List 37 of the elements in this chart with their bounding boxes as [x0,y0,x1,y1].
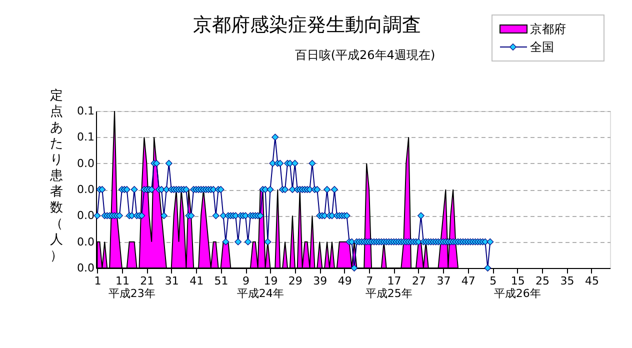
x-tick-label: 45 [584,274,599,288]
legend-label: 全国 [530,40,554,54]
chart-title: 京都府感染症発生動向調査 [193,14,421,36]
y-tick-label: 0.1 [77,130,94,144]
x-tick-label: 47 [461,274,476,288]
x-tick-label: 7 [366,274,374,288]
x-tick-label: 35 [560,274,574,288]
y-tick-label: 0.0 [77,262,94,274]
y-tick-label: 0.0 [77,209,94,222]
x-tick-label: 37 [436,274,451,288]
x-tick-label: 39 [313,274,328,288]
x-tick-label: 21 [140,274,154,288]
x-tick-label: 29 [288,274,302,288]
text: 定点あたり患者数（人） [50,88,63,264]
x-tick-label: 51 [214,274,228,288]
text: 平成23年 [108,287,156,300]
y-tick-label: 0.0 [77,156,94,170]
legend-label: 京都府 [530,22,566,36]
text: 平成26年 [494,287,541,300]
chart-subtitle: 百日咳(平成26年4週現在) [294,48,436,62]
y-tick-label: 0.0 [77,183,94,196]
y-tick-label: 0.0 [77,235,94,248]
x-tick-label: 19 [264,274,278,288]
y-tick-label: 0.1 [77,104,94,118]
x-tick-label: 27 [412,274,426,288]
x-tick-label: 31 [164,274,179,288]
x-tick-label: 25 [536,274,550,288]
x-tick-label: 41 [190,274,204,288]
x-tick-label: 1 [94,274,102,288]
x-tick-label: 5 [490,274,497,288]
text: 平成24年 [236,287,284,300]
x-tick-label: 49 [338,274,352,288]
x-tick-label: 11 [115,274,130,288]
x-tick-label: 9 [242,274,250,288]
x-tick-label: 17 [387,274,402,288]
x-tick-label: 15 [510,274,525,288]
text: 平成25年 [365,287,412,300]
